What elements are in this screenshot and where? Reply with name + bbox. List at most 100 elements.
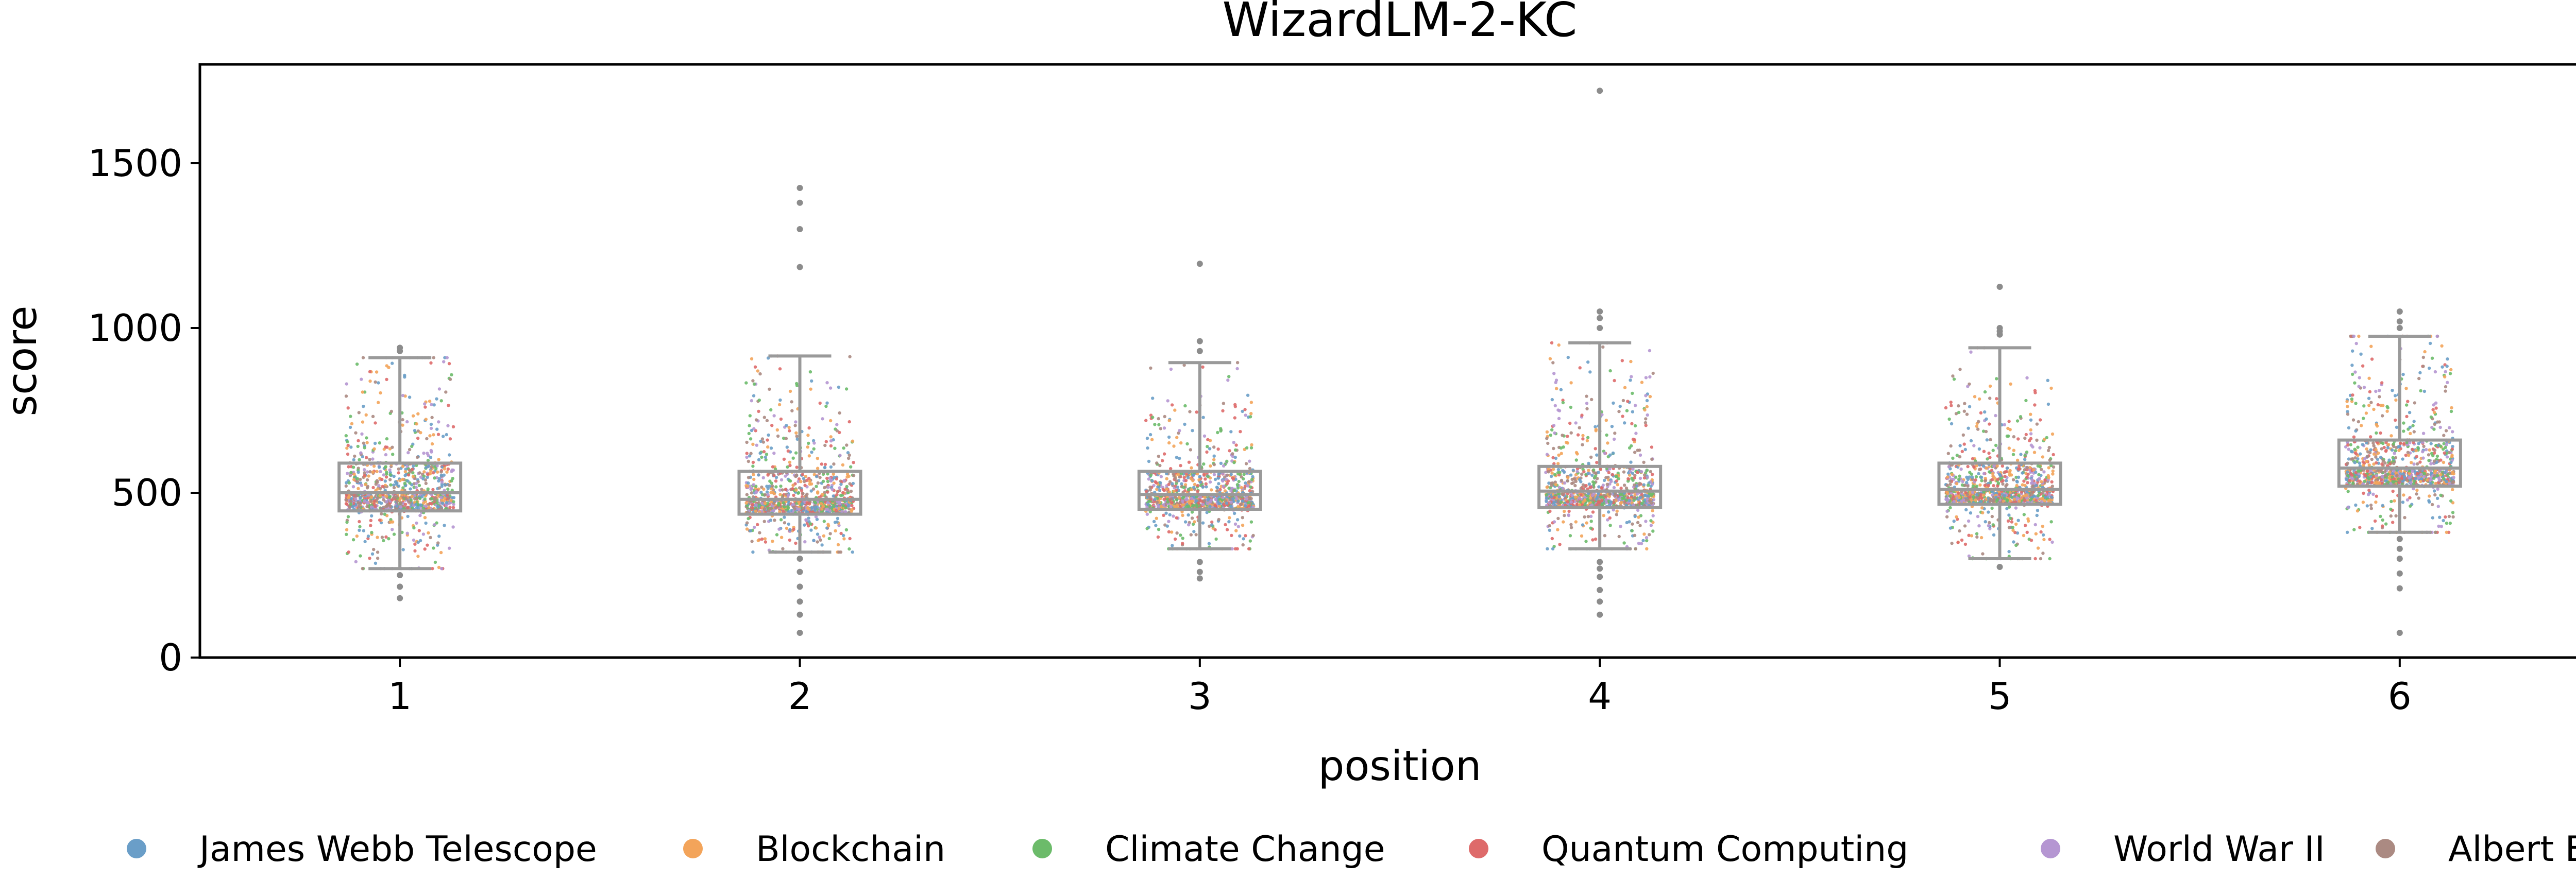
data-point <box>1223 489 1227 493</box>
data-point <box>2030 492 2034 496</box>
data-point <box>1948 479 1952 483</box>
data-point <box>1195 410 1198 414</box>
data-point <box>2019 415 2023 419</box>
data-point <box>1650 445 1654 449</box>
data-point <box>821 417 824 421</box>
data-point <box>2033 557 2037 561</box>
data-point <box>2038 446 2042 450</box>
data-point <box>786 493 790 497</box>
data-point <box>763 493 767 497</box>
data-point <box>800 502 804 506</box>
data-point <box>1591 510 1595 514</box>
data-point <box>1205 511 1209 514</box>
data-point <box>803 479 806 484</box>
data-point <box>379 521 383 525</box>
data-point <box>1222 402 1225 405</box>
data-point <box>1172 514 1175 518</box>
data-point <box>1634 547 1637 551</box>
data-point <box>769 491 773 494</box>
data-point <box>2023 468 2027 472</box>
data-point <box>750 399 754 403</box>
data-point <box>804 475 808 478</box>
data-point <box>760 537 764 541</box>
data-point <box>745 452 749 455</box>
data-point <box>756 523 759 526</box>
data-point <box>401 477 404 481</box>
data-point <box>2022 479 2026 483</box>
data-point <box>786 449 790 453</box>
data-point <box>2050 540 2054 544</box>
data-point <box>801 473 805 476</box>
data-point <box>1202 499 1206 503</box>
data-point <box>365 441 369 444</box>
data-point <box>748 424 751 427</box>
data-point <box>2047 499 2050 503</box>
data-point <box>354 560 358 564</box>
data-point <box>1245 484 1249 487</box>
data-point <box>1556 462 1560 465</box>
data-point <box>1970 534 1974 538</box>
data-point <box>1551 361 1555 365</box>
data-point <box>1575 452 1579 456</box>
data-point <box>1596 477 1599 480</box>
data-point <box>372 547 376 551</box>
data-point <box>846 451 850 455</box>
data-point <box>1221 496 1225 499</box>
data-point <box>2048 458 2052 462</box>
data-point <box>1948 506 1952 510</box>
data-point <box>411 414 415 418</box>
data-point <box>839 493 843 497</box>
data-point <box>751 503 754 507</box>
data-point <box>1569 500 1573 504</box>
data-point <box>1551 468 1555 471</box>
data-point <box>842 537 846 541</box>
data-point <box>1552 501 1556 505</box>
data-point <box>1969 350 1973 354</box>
data-point <box>1652 498 1656 502</box>
data-point <box>1232 511 1236 515</box>
data-point <box>1155 461 1159 465</box>
data-point <box>1651 514 1655 517</box>
data-point <box>1951 374 1955 378</box>
data-point <box>2022 513 2026 516</box>
data-point <box>1145 527 1149 530</box>
data-point <box>841 491 845 495</box>
data-point <box>794 475 798 478</box>
data-point <box>1170 403 1174 407</box>
data-point <box>2004 484 2008 488</box>
data-point <box>1608 467 1612 471</box>
data-point <box>394 480 397 484</box>
data-point <box>815 475 819 478</box>
data-point <box>395 499 399 504</box>
data-point <box>418 539 422 543</box>
data-point <box>1237 479 1241 484</box>
data-point <box>745 440 749 444</box>
data-point <box>1566 500 1570 504</box>
data-point <box>1573 484 1577 488</box>
data-point <box>1983 484 1987 487</box>
data-point <box>839 550 843 554</box>
data-point <box>2015 419 2020 423</box>
data-point <box>2022 533 2026 538</box>
data-point <box>2020 490 2024 494</box>
data-point <box>427 531 430 535</box>
data-point <box>779 478 784 482</box>
data-point <box>833 446 837 450</box>
data-point <box>1962 442 1966 446</box>
data-point <box>1199 499 1203 503</box>
data-point <box>2040 497 2044 501</box>
data-point <box>826 524 831 528</box>
data-point <box>1251 475 1255 478</box>
data-point <box>852 461 855 464</box>
data-point <box>814 501 818 505</box>
data-point <box>1231 477 1235 480</box>
data-point <box>384 465 387 469</box>
data-point <box>2025 465 2029 470</box>
data-point <box>1179 441 1183 445</box>
data-point <box>1633 474 1637 477</box>
data-point <box>445 504 448 507</box>
data-point <box>1979 536 1984 540</box>
data-point <box>361 455 364 459</box>
data-point <box>1617 409 1621 413</box>
